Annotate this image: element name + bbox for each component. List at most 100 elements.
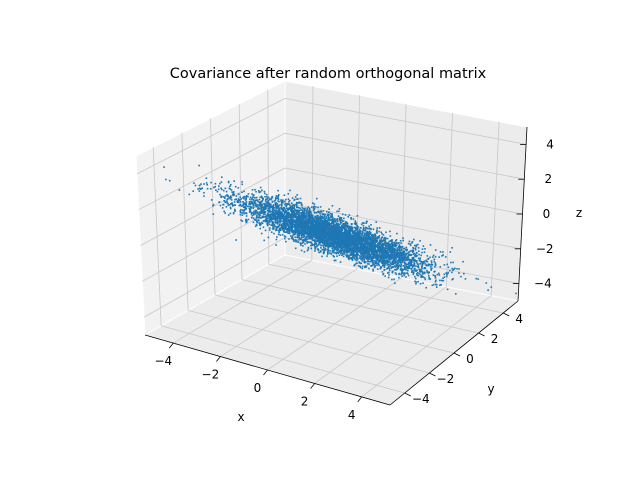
scatter-point bbox=[234, 185, 237, 188]
scatter-point bbox=[363, 254, 366, 256]
scatter-point bbox=[264, 192, 266, 195]
scatter-point bbox=[219, 204, 222, 207]
scatter-point bbox=[310, 242, 313, 244]
scatter-points bbox=[163, 164, 517, 295]
scatter-point bbox=[319, 228, 322, 230]
scatter-point bbox=[403, 261, 406, 263]
scatter-point bbox=[281, 220, 283, 223]
scatter-point bbox=[270, 214, 272, 216]
scatter-point bbox=[411, 266, 414, 269]
scatter-point bbox=[245, 204, 247, 207]
scatter-point bbox=[198, 187, 201, 190]
scatter-point bbox=[316, 214, 318, 217]
scatter-point bbox=[388, 243, 391, 245]
scatter-point bbox=[387, 246, 390, 249]
scatter-point bbox=[442, 279, 445, 282]
scatter-point bbox=[353, 251, 355, 254]
scatter-point bbox=[327, 246, 330, 248]
scatter-point bbox=[329, 229, 331, 231]
scatter-point bbox=[265, 218, 268, 220]
scatter-point bbox=[442, 251, 444, 253]
scatter-point bbox=[408, 263, 410, 266]
scatter-point bbox=[397, 252, 399, 255]
scatter-point bbox=[372, 244, 374, 247]
scatter-point bbox=[290, 215, 293, 217]
scatter-point bbox=[334, 220, 337, 222]
scatter-point bbox=[304, 237, 307, 240]
scatter-point bbox=[394, 248, 397, 251]
scatter-point bbox=[267, 217, 269, 220]
scatter-point bbox=[384, 262, 387, 265]
scatter-point bbox=[403, 268, 406, 270]
scatter-point bbox=[382, 256, 384, 258]
scatter-point bbox=[312, 239, 315, 242]
scatter-point bbox=[365, 266, 367, 268]
scatter-point bbox=[451, 267, 453, 270]
scatter-point bbox=[305, 238, 307, 241]
scatter-point bbox=[356, 252, 359, 255]
scatter-point bbox=[203, 192, 205, 194]
scatter-point bbox=[251, 202, 253, 205]
scatter-point bbox=[390, 243, 392, 245]
scatter-point bbox=[262, 203, 265, 205]
scatter-point bbox=[261, 222, 264, 225]
scatter-point bbox=[267, 212, 269, 215]
scatter-point bbox=[339, 252, 342, 255]
scatter-point bbox=[392, 254, 394, 257]
scatter-point bbox=[354, 258, 357, 261]
scatter-point bbox=[266, 204, 268, 206]
scatter-point bbox=[378, 255, 381, 257]
scatter-point bbox=[276, 223, 279, 225]
scatter-point bbox=[315, 241, 317, 243]
scatter-point bbox=[358, 239, 360, 242]
scatter-point bbox=[293, 214, 295, 217]
scatter-point bbox=[326, 214, 329, 217]
scatter-point bbox=[251, 214, 253, 217]
scatter-point bbox=[386, 242, 388, 245]
scatter-point bbox=[295, 211, 298, 213]
scatter-point bbox=[292, 222, 294, 225]
scatter-point bbox=[337, 226, 339, 229]
scatter-point bbox=[314, 248, 317, 250]
scatter-point bbox=[331, 240, 334, 242]
scatter-point bbox=[333, 242, 336, 244]
scatter-point bbox=[456, 268, 458, 270]
scatter-point bbox=[215, 189, 217, 191]
scatter-point bbox=[230, 199, 233, 201]
scatter-point bbox=[291, 197, 294, 199]
scatter-point bbox=[210, 188, 212, 190]
scatter-point bbox=[419, 263, 421, 265]
scatter-point bbox=[363, 248, 365, 251]
scatter-point bbox=[168, 179, 171, 182]
scatter-point bbox=[338, 254, 341, 256]
scatter-point bbox=[335, 223, 337, 226]
scatter-point bbox=[335, 248, 338, 251]
scatter-point bbox=[282, 219, 285, 222]
scatter-point bbox=[353, 232, 356, 235]
scatter-point bbox=[287, 216, 290, 218]
scatter-point bbox=[246, 195, 248, 197]
scatter-point bbox=[243, 212, 245, 215]
scatter-point bbox=[337, 224, 339, 227]
scatter-point bbox=[402, 259, 405, 261]
scatter-point bbox=[272, 216, 274, 219]
scatter-point bbox=[317, 231, 320, 234]
scatter-point bbox=[405, 249, 408, 252]
scatter-point bbox=[222, 196, 224, 198]
scatter-point bbox=[334, 244, 336, 247]
scatter-point bbox=[360, 262, 363, 265]
scatter-point bbox=[284, 226, 286, 228]
scatter-point bbox=[388, 255, 390, 258]
scatter-point bbox=[391, 263, 393, 265]
scatter-point bbox=[291, 229, 293, 231]
scatter-point bbox=[235, 239, 237, 241]
scatter-point bbox=[350, 217, 352, 219]
scatter-point bbox=[404, 255, 406, 258]
scatter-point bbox=[355, 248, 357, 251]
gridline-y-floor bbox=[241, 279, 479, 334]
scatter-point bbox=[253, 201, 255, 203]
scatter-point bbox=[405, 266, 407, 268]
scatter-point bbox=[302, 238, 304, 241]
scatter-point bbox=[313, 243, 316, 246]
scatter-point bbox=[327, 249, 330, 252]
